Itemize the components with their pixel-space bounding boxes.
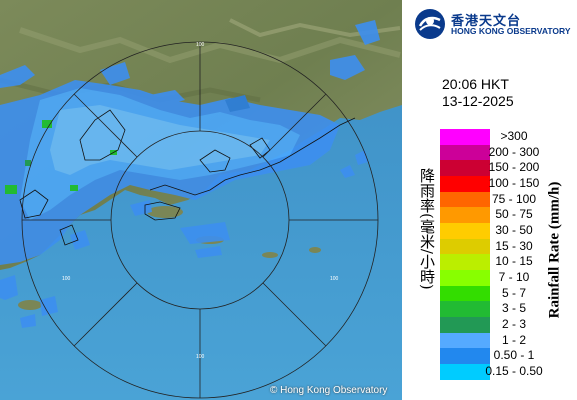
legend-swatch: [440, 144, 490, 161]
coastline: [19, 109, 356, 246]
legend-label: 0.50 - 1: [493, 348, 535, 363]
legend-label: 0.15 - 0.50: [485, 363, 543, 378]
legend-swatch: [440, 175, 490, 192]
legend-swatch: [440, 254, 490, 270]
organization-logo: 香港天文台 HONG KONG OBSERVATORY: [414, 8, 574, 40]
legend-label: >300: [500, 129, 528, 143]
legend-label: 200 - 300: [488, 144, 540, 159]
legend-label: 5 - 7: [501, 285, 526, 300]
org-name-english: HONG KONG OBSERVATORY: [451, 26, 571, 36]
radar-map: 100 100 100 100: [0, 0, 402, 400]
legend-swatch: [440, 191, 490, 208]
range-ring-label: 100: [196, 42, 205, 48]
copyright-text: © Hong Kong Observatory: [270, 385, 388, 396]
org-name-chinese: 香港天文台: [451, 14, 522, 29]
legend-swatch: [440, 301, 490, 317]
legend-swatch: [440, 363, 490, 380]
legend-label: 75 - 100: [491, 191, 537, 206]
legend-label: 10 - 15: [495, 254, 533, 269]
legend-swatch: [440, 129, 490, 145]
legend-swatches: [440, 129, 490, 380]
legend-labels: >300 200 - 300 150 - 200 100 - 150 75 - 100 5…: [484, 129, 544, 380]
legend-swatch: [440, 332, 490, 349]
legend-label: 15 - 30: [495, 238, 533, 253]
legend-label: 100 - 150: [488, 175, 540, 190]
legend-swatch: [440, 160, 490, 176]
legend-swatch: [440, 285, 490, 302]
legend-title-english: Rainfall Rate (mm/h): [546, 181, 563, 319]
legend-swatch: [440, 238, 490, 255]
legend-label: 3 - 5: [501, 301, 526, 316]
side-panel: 香港天文台 HONG KONG OBSERVATORY 20:06 HKT 13…: [402, 0, 577, 400]
legend-label: 150 - 200: [488, 160, 540, 175]
island: [147, 206, 183, 218]
range-rings: [21, 41, 379, 399]
radar-map-svg: 100 100 100 100: [0, 0, 402, 400]
observation-time: 20:06 HKT: [442, 76, 509, 92]
legend-swatch: [440, 222, 490, 239]
legend-label: 30 - 50: [495, 222, 533, 237]
range-ring-label: 100: [62, 276, 71, 282]
legend-label: 1 - 2: [501, 332, 526, 347]
legend-label: 50 - 75: [495, 207, 533, 222]
observation-date: 13-12-2025: [442, 93, 514, 109]
legend-label: 2 - 3: [501, 316, 526, 331]
legend-swatch: [440, 316, 490, 333]
hko-logo-icon: [415, 9, 445, 39]
island: [18, 300, 42, 310]
range-ring-label: 100: [330, 276, 339, 282]
legend-title-chinese: 降雨率(毫米/小時): [418, 168, 436, 290]
legend-label: 7 - 10: [498, 269, 530, 284]
legend-swatch: [440, 207, 490, 223]
legend-swatch: [440, 269, 490, 286]
legend-swatch: [440, 348, 490, 364]
range-ring-label: 100: [196, 354, 205, 360]
rain-echoes: [0, 20, 380, 328]
